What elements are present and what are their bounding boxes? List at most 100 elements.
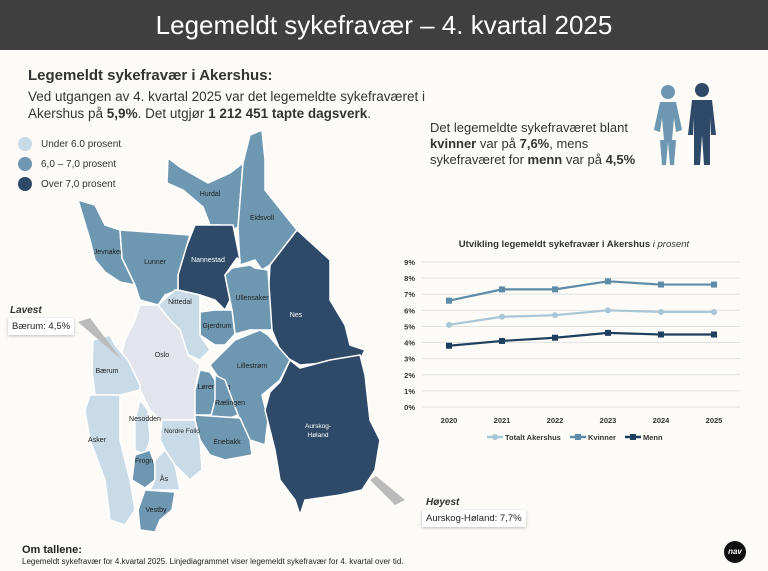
- legend-marker: [630, 434, 636, 440]
- legend-item: 6,0 – 7,0 prosent: [18, 154, 121, 174]
- municipality-label: Ås: [160, 474, 169, 483]
- x-tick-label: 2024: [653, 416, 671, 425]
- page-title: Legemeldt sykefravær – 4. kvartal 2025: [0, 0, 768, 50]
- y-tick-label: 1%: [404, 387, 415, 396]
- lowest-pointer: [78, 318, 122, 360]
- summary-part: Ved utgangen av 4. kvartal 2025 var det …: [28, 89, 425, 121]
- nav-logo: nav: [724, 541, 746, 563]
- series-line-menn: [448, 331, 714, 347]
- lowest-title: Lavest: [10, 305, 42, 316]
- data-point: [605, 307, 611, 314]
- data-point: [446, 342, 452, 349]
- municipality-label: Lunner: [144, 259, 166, 266]
- summary-part: . Det utgjør: [137, 106, 209, 121]
- data-point: [499, 337, 505, 344]
- x-tick-label: 2021: [494, 416, 511, 425]
- data-point: [605, 329, 611, 336]
- gender-part: Det legemeldte sykefraværet blant: [430, 120, 628, 135]
- gender-part: , mens sykefraværet for: [430, 136, 589, 167]
- municipality-frogn: [131, 449, 156, 489]
- gender-part: var på: [476, 136, 520, 151]
- legend-item: Under 6.0 prosent: [18, 134, 121, 154]
- municipality-nes: [267, 228, 367, 366]
- man-silhouette-icon: [688, 83, 716, 165]
- lowest-label: Bærum: 4,5%: [8, 318, 75, 335]
- municipality-label: Bærum: [96, 368, 119, 375]
- footer-heading: Om tallene:: [22, 544, 82, 556]
- y-tick-label: 2%: [404, 371, 415, 380]
- legend-label: Under 6.0 prosent: [41, 138, 122, 150]
- summary-rate: 5,9%: [106, 106, 138, 121]
- data-point: [658, 331, 664, 338]
- municipality-label: Nittedal: [168, 299, 192, 306]
- akershus-map: Hurdal Eidsvoll Nannestad Jevnaker Lunner Nes…: [76, 128, 381, 533]
- legend-label: Over 7,0 prosent: [41, 178, 116, 190]
- municipality-lunner: [119, 229, 191, 306]
- municipality-label: Hurdal: [200, 191, 221, 198]
- y-tick-label: 8%: [404, 274, 415, 283]
- municipality-b-rum: [91, 334, 141, 396]
- x-tick-label: 2023: [600, 416, 617, 425]
- data-point: [711, 331, 717, 338]
- y-tick-label: 9%: [404, 258, 415, 267]
- municipality-label: Nannestad: [191, 257, 225, 264]
- municipality-label: Nordre Follo: [164, 428, 200, 435]
- gender-part: var på: [562, 152, 606, 167]
- legend-swatch: [18, 137, 32, 151]
- legend-item: Over 7,0 prosent: [18, 174, 121, 194]
- municipality-label: Nes: [290, 312, 303, 319]
- highest-pointer: [370, 476, 405, 505]
- data-point: [499, 286, 505, 293]
- data-point: [552, 334, 558, 341]
- data-point: [446, 321, 452, 328]
- y-tick-label: 7%: [404, 290, 415, 299]
- highest-label: Aurskog-Høland: 7,7%: [422, 510, 526, 527]
- x-tick-label: 2020: [441, 416, 458, 425]
- gender-women-rate: 7,6%: [519, 136, 550, 151]
- data-point: [711, 281, 717, 288]
- chart-legend-label: Menn: [643, 433, 663, 442]
- footer-text: Legemeldt sykefravær for 4.kvartal 2025.…: [22, 557, 404, 566]
- municipality-label: Lørenskog: [197, 384, 230, 391]
- summary-days: 1 212 451 tapte dagsverk: [208, 106, 368, 121]
- gender-text: Det legemeldte sykefraværet blant kvinne…: [430, 120, 650, 168]
- y-tick-label: 6%: [404, 306, 415, 315]
- series-line-kvinner: [448, 280, 714, 302]
- municipality-label: Vestby: [145, 507, 167, 514]
- woman-silhouette-icon: [654, 85, 682, 165]
- y-tick-label: 3%: [404, 355, 415, 364]
- y-tick-label: 0%: [404, 403, 415, 412]
- highest-title: Høyest: [426, 497, 460, 508]
- summary-heading: Legemeldt sykefravær i Akershus:: [28, 67, 273, 84]
- municipality-label: Gjerdrum: [202, 323, 231, 330]
- municipality-label: Enebakk: [213, 439, 241, 446]
- gender-men-rate: 4,5%: [605, 152, 636, 167]
- summary-part: .: [367, 106, 371, 121]
- gender-men: menn: [527, 152, 563, 167]
- municipality-vestby: [137, 489, 176, 533]
- chart-title: Utvikling legemeldt sykefravær i Akershu…: [459, 239, 690, 250]
- chart-legend-label: Kvinner: [588, 433, 616, 442]
- data-point: [658, 281, 664, 288]
- municipality-aurskog-h-land: [264, 354, 381, 518]
- municipality-label: Asker: [88, 437, 107, 444]
- municipality--s: [148, 448, 181, 491]
- municipality-nesodden: [134, 398, 151, 457]
- chart-title-italic: i prosent: [653, 239, 690, 250]
- municipality-label: Nesodden: [129, 416, 161, 423]
- legend-marker: [575, 434, 581, 440]
- summary-text: Ved utgangen av 4. kvartal 2025 var det …: [28, 88, 428, 122]
- gender-women: kvinner: [430, 136, 477, 151]
- municipality-label: Ullensaker: [235, 295, 269, 302]
- x-tick-label: 2025: [706, 416, 723, 425]
- legend-swatch: [18, 177, 32, 191]
- chart-legend-label: Totalt Akershus: [505, 433, 561, 442]
- municipality-label: Jevnaker: [94, 249, 123, 256]
- municipality-label: Eidsvoll: [250, 215, 275, 222]
- y-tick-label: 4%: [404, 339, 415, 348]
- data-point: [446, 297, 452, 304]
- data-point: [499, 313, 505, 320]
- data-point: [711, 308, 717, 315]
- map-legend: Under 6.0 prosent 6,0 – 7,0 prosent Over…: [18, 134, 121, 194]
